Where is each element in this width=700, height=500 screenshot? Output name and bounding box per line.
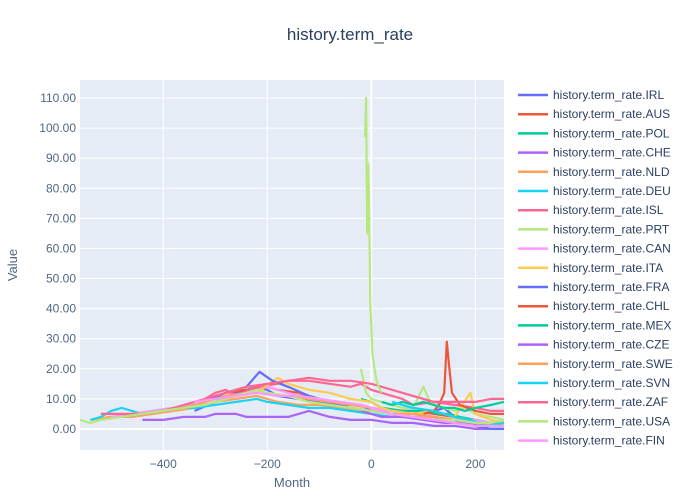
legend-item[interactable]: history.term_rate.ISL	[518, 203, 664, 217]
x-tick-label: −400	[150, 457, 177, 471]
y-tick-label: 20.00	[46, 362, 76, 376]
series-line	[359, 368, 504, 421]
y-tick-label: 70.00	[46, 211, 76, 225]
legend-label: history.term_rate.ISL	[553, 203, 664, 217]
y-tick-label: 100.00	[39, 121, 76, 135]
legend-label: history.term_rate.IRL	[553, 88, 664, 102]
legend-item[interactable]: history.term_rate.USA	[518, 414, 670, 428]
legend-label: history.term_rate.CHE	[553, 146, 671, 160]
y-axis-ticks: 0.00 10.00 20.00 30.00 40.00 50.00 60.00 70.00 8…	[39, 91, 76, 436]
legend-label: history.term_rate.DEU	[553, 184, 671, 198]
legend-item[interactable]: history.term_rate.AUS	[518, 107, 670, 121]
legend-item[interactable]: history.term_rate.MEX	[518, 318, 671, 332]
legend-item[interactable]: history.term_rate.POL	[518, 126, 670, 140]
series-line	[142, 409, 504, 430]
x-tick-label: 200	[465, 457, 485, 471]
x-tick-label: −200	[254, 457, 281, 471]
legend-item[interactable]: history.term_rate.FIN	[518, 434, 665, 448]
series-line	[364, 96, 383, 394]
y-tick-label: 90.00	[46, 151, 76, 165]
legend-label: history.term_rate.CHL	[553, 299, 670, 313]
legend-item[interactable]: history.term_rate.ZAF	[518, 395, 668, 409]
chart-title: history.term_rate	[287, 25, 413, 44]
legend-item[interactable]: history.term_rate.CZE	[518, 338, 669, 352]
y-axis-title: Value	[5, 249, 20, 281]
series-line	[194, 391, 504, 427]
x-axis-ticks: −400 −200 0 200	[150, 457, 486, 471]
legend-label: history.term_rate.SVN	[553, 376, 670, 390]
y-tick-label: 30.00	[46, 332, 76, 346]
legend-label: history.term_rate.FRA	[553, 280, 669, 294]
legend-item[interactable]: history.term_rate.CHL	[518, 299, 670, 313]
x-tick-label: 0	[368, 457, 375, 471]
legend-item[interactable]: history.term_rate.SVN	[518, 376, 670, 390]
y-tick-label: 40.00	[46, 302, 76, 316]
x-axis-title: Month	[274, 475, 310, 490]
gridlines	[80, 80, 504, 450]
y-tick-label: 60.00	[46, 241, 76, 255]
legend-label: history.term_rate.CAN	[553, 242, 671, 256]
legend[interactable]: history.term_rate.IRL history.term_rate.A…	[518, 88, 673, 448]
legend-item[interactable]: history.term_rate.CAN	[518, 242, 671, 256]
y-tick-label: 0.00	[53, 422, 77, 436]
legend-item[interactable]: history.term_rate.SWE	[518, 357, 673, 371]
y-tick-label: 110.00	[40, 91, 76, 105]
y-tick-label: 80.00	[46, 181, 76, 195]
legend-label: history.term_rate.POL	[553, 126, 670, 140]
legend-label: history.term_rate.FIN	[553, 434, 665, 448]
legend-label: history.term_rate.NLD	[553, 165, 670, 179]
legend-item[interactable]: history.term_rate.NLD	[518, 165, 670, 179]
legend-label: history.term_rate.ITA	[553, 261, 663, 275]
legend-item[interactable]: history.term_rate.ITA	[518, 261, 663, 275]
legend-item[interactable]: history.term_rate.DEU	[518, 184, 671, 198]
legend-label: history.term_rate.PRT	[553, 222, 670, 236]
legend-item[interactable]: history.term_rate.PRT	[518, 222, 670, 236]
series-layer	[80, 96, 504, 430]
legend-label: history.term_rate.CZE	[553, 338, 669, 352]
legend-label: history.term_rate.ZAF	[553, 395, 668, 409]
legend-label: history.term_rate.AUS	[553, 107, 670, 121]
y-tick-label: 50.00	[46, 272, 76, 286]
legend-item[interactable]: history.term_rate.IRL	[518, 88, 664, 102]
legend-label: history.term_rate.SWE	[553, 357, 673, 371]
y-tick-label: 10.00	[46, 392, 76, 406]
series-line	[381, 400, 504, 412]
legend-label: history.term_rate.USA	[553, 414, 670, 428]
legend-label: history.term_rate.MEX	[553, 318, 671, 332]
legend-item[interactable]: history.term_rate.CHE	[518, 146, 671, 160]
legend-item[interactable]: history.term_rate.FRA	[518, 280, 669, 294]
